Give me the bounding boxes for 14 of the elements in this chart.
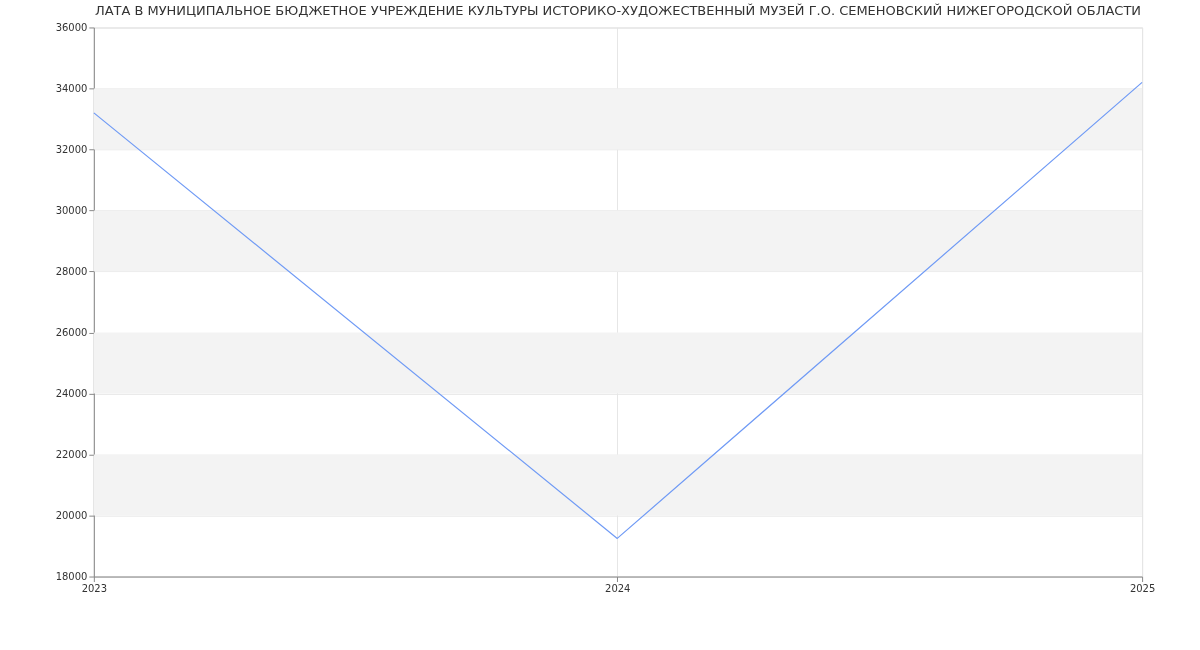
y-tick-label: 24000: [55, 388, 88, 400]
y-tick-label: 18000: [55, 571, 88, 583]
x-tick-label: 2024: [605, 583, 631, 595]
y-tick-label: 20000: [55, 510, 88, 522]
y-tick-label: 36000: [55, 21, 88, 33]
y-tick-label: 26000: [55, 327, 88, 338]
chart-title: ЛАТА В МУНИЦИПАЛЬНОЕ БЮДЖЕТНОЕ УЧРЕЖДЕНИЕ КУЛЬТУРЫ ИСТОРИКО-ХУДОЖЕСТВЕННЫЙ МУЗЕЙ Г.О. СЕМЕНОВСКИЙ НИЖЕГОРОДСКОЙ ОБЛАСТИ: [94, 3, 1142, 19]
y-tick-label: 28000: [55, 265, 88, 277]
y-tick-label: 30000: [55, 204, 88, 216]
y-tick-label: 22000: [55, 449, 88, 461]
y-tick-label: 34000: [55, 82, 88, 94]
x-tick-label: 2025: [1129, 583, 1156, 595]
x-tick-label: 2023: [81, 583, 108, 595]
y-tick-label: 32000: [55, 143, 88, 155]
